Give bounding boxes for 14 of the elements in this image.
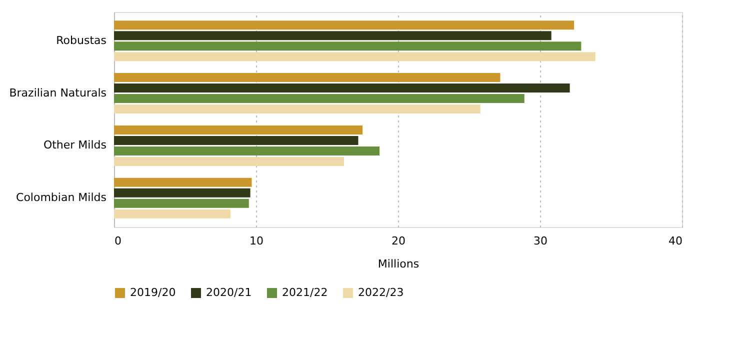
legend-label: 2019/20 (130, 286, 176, 299)
x-tick-label: 10 (250, 234, 264, 248)
legend-label: 2021/22 (282, 286, 328, 299)
y-tick-label: Robustas (56, 34, 107, 47)
legend-label: 2020/21 (206, 286, 252, 299)
x-tick-label: 0 (114, 234, 122, 248)
x-tick-label: 40 (668, 234, 682, 248)
x-axis-title: Millions (378, 258, 420, 270)
legend-label: 2022/23 (358, 286, 404, 299)
y-tick-label: Brazilian Naturals (9, 86, 107, 100)
x-tick-label: 20 (392, 234, 406, 248)
y-tick-label: Other Milds (43, 138, 107, 152)
y-tick-label: Colombian Milds (16, 191, 107, 204)
x-tick-label: 30 (534, 234, 548, 248)
